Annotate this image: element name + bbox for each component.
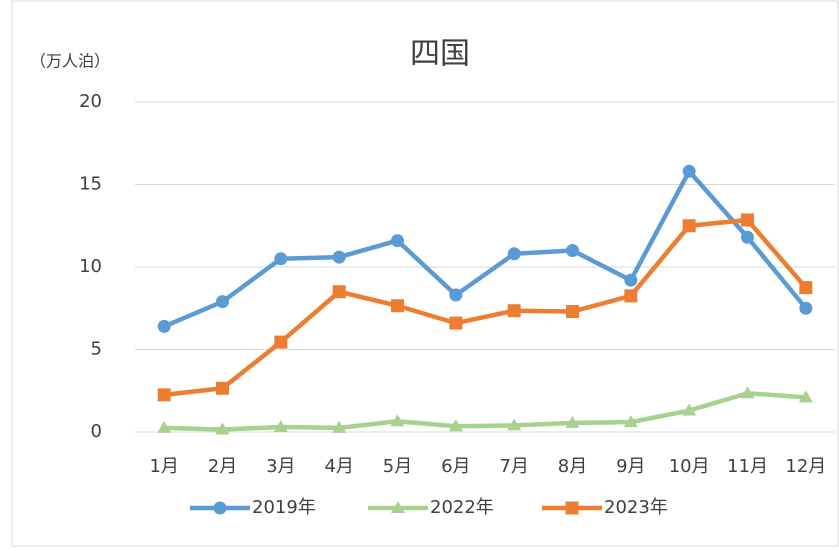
point <box>332 250 346 264</box>
point <box>157 319 171 333</box>
legend-marker <box>565 501 579 515</box>
legend-label: 2022年 <box>430 497 494 518</box>
x-tick-label: 11月 <box>727 456 768 477</box>
point <box>507 418 522 431</box>
x-tick-label: 10月 <box>669 456 710 477</box>
point <box>623 415 638 428</box>
point <box>449 316 463 330</box>
point <box>449 288 463 302</box>
point <box>682 164 696 178</box>
point <box>274 252 288 266</box>
y-axis-label: （万人泊） <box>30 52 110 71</box>
point <box>798 390 813 403</box>
point <box>566 305 579 319</box>
x-tick-label: 7月 <box>499 456 528 477</box>
chart-frame <box>11 0 839 547</box>
point <box>157 388 171 402</box>
y-tick-label: 5 <box>91 339 102 360</box>
x-tick-label: 8月 <box>558 456 587 477</box>
point <box>799 281 813 295</box>
x-tick-label: 2月 <box>208 456 237 477</box>
point <box>273 420 288 433</box>
point <box>391 234 404 248</box>
point <box>332 420 347 433</box>
y-tick-label: 15 <box>79 174 102 195</box>
point <box>390 414 405 427</box>
point <box>216 295 229 309</box>
point <box>391 299 404 313</box>
legend-marker <box>391 501 405 513</box>
point <box>624 289 638 303</box>
legend-label: 2019年 <box>252 497 316 518</box>
series-line <box>163 169 808 329</box>
x-tick-label: 9月 <box>616 456 645 477</box>
x-tick-label: 5月 <box>383 456 412 477</box>
point <box>215 422 230 435</box>
y-tick-label: 10 <box>79 256 102 277</box>
point <box>682 219 696 233</box>
x-tick-label: 6月 <box>441 456 470 477</box>
point <box>682 403 697 416</box>
y-tick-label: 20 <box>79 91 102 112</box>
legend-label: 2023年 <box>604 497 668 518</box>
point <box>624 273 638 287</box>
point <box>332 285 346 299</box>
x-tick-label: 3月 <box>266 456 295 477</box>
point <box>216 381 229 395</box>
point <box>507 247 521 261</box>
point <box>274 335 288 349</box>
point <box>157 420 172 433</box>
point <box>741 230 754 244</box>
y-tick-label: 0 <box>91 421 102 442</box>
point <box>566 244 579 257</box>
x-tick-label: 12月 <box>785 456 826 477</box>
chart-title: 四国 <box>410 37 470 72</box>
point <box>740 386 755 399</box>
series-line <box>164 390 806 432</box>
point <box>799 301 813 315</box>
legend-marker <box>213 501 227 515</box>
point <box>448 419 463 432</box>
point <box>507 304 521 318</box>
point <box>565 415 580 428</box>
point <box>741 213 754 227</box>
series-line <box>163 217 808 398</box>
x-tick-label: 1月 <box>149 456 178 477</box>
x-tick-label: 4月 <box>324 456 353 477</box>
